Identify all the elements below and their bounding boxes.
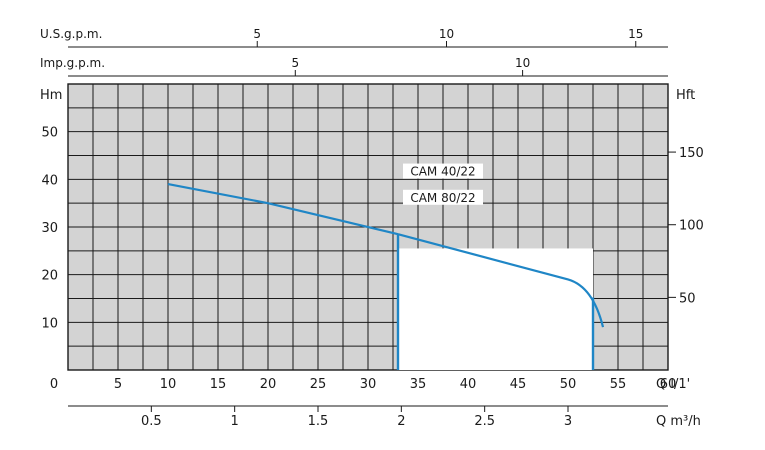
usgpm-tick-label: 5 [253, 27, 261, 41]
m3h-axis-label: Q m³/h [656, 414, 701, 429]
hm-tick-label: 10 [41, 316, 58, 331]
hm-tick-label: 20 [41, 269, 58, 284]
hft-axis-label: Hft [676, 88, 695, 103]
m3h-tick-label: 1 [231, 414, 239, 429]
curve-cam-80-22 [397, 233, 605, 328]
operating-range-white [398, 248, 593, 370]
q-lmin-tick-label: 35 [410, 377, 427, 392]
q-lmin-tick-label: 5 [114, 377, 122, 392]
q-lmin-tick-label: 10 [160, 377, 177, 392]
q-lmin-tick-label: 40 [460, 377, 477, 392]
q-lmin-tick-label: 55 [610, 377, 627, 392]
usgpm-tick-label: 15 [628, 27, 643, 41]
m3h-tick-label: 1.5 [308, 414, 329, 429]
curves [167, 183, 605, 370]
impgpm-tick-label: 5 [291, 56, 299, 70]
curve-cam-40-22 [167, 183, 399, 236]
q-lmin-tick-label: 0 [50, 377, 58, 392]
q-lmin-tick-label: 15 [210, 377, 227, 392]
operating-ranges [398, 248, 593, 370]
hm-axis-label: Hm [40, 88, 62, 103]
m3h-tick-label: 2 [397, 414, 405, 429]
q-lmin-tick-label: 20 [260, 377, 277, 392]
hft-tick-label: 100 [679, 219, 704, 234]
q-lmin-tick-label: 45 [510, 377, 527, 392]
usgpm-tick-label: 10 [439, 27, 454, 41]
series-label-cam-40-22: CAM 40/22 [410, 165, 475, 179]
usgpm-axis-label: U.S.g.p.m. [40, 27, 102, 41]
impgpm-axis-label: Imp.g.p.m. [40, 56, 105, 70]
m3h-tick-label: 2.5 [474, 414, 495, 429]
m3h-tick-label: 0.5 [141, 414, 162, 429]
q-lmin-tick-label: 25 [310, 377, 327, 392]
m3h-tick-label: 3 [564, 414, 572, 429]
impgpm-tick-label: 10 [515, 56, 530, 70]
hm-tick-label: 30 [41, 221, 58, 236]
labels: 5 10 155 10U.S.g.p.m.Imp.g.p.m.Hm1020304050… [40, 27, 704, 429]
hm-tick-label: 40 [41, 173, 58, 188]
q-lmin-tick-label: 60 [660, 377, 677, 392]
series-label-cam-80-22: CAM 80/22 [410, 191, 475, 205]
plot-border [67, 83, 669, 371]
series-label-cam-80-22-bg [403, 189, 483, 205]
q-lmin-tick-label: 50 [560, 377, 577, 392]
q-lmin-tick-label: 30 [360, 377, 377, 392]
hft-tick-label: 150 [679, 146, 704, 161]
series-label-cam-40-22-bg [403, 163, 483, 179]
q-lmin-axis-label: Q l/1' [656, 377, 690, 392]
hft-tick-label: 50 [679, 291, 696, 306]
hm-tick-label: 50 [41, 126, 58, 141]
